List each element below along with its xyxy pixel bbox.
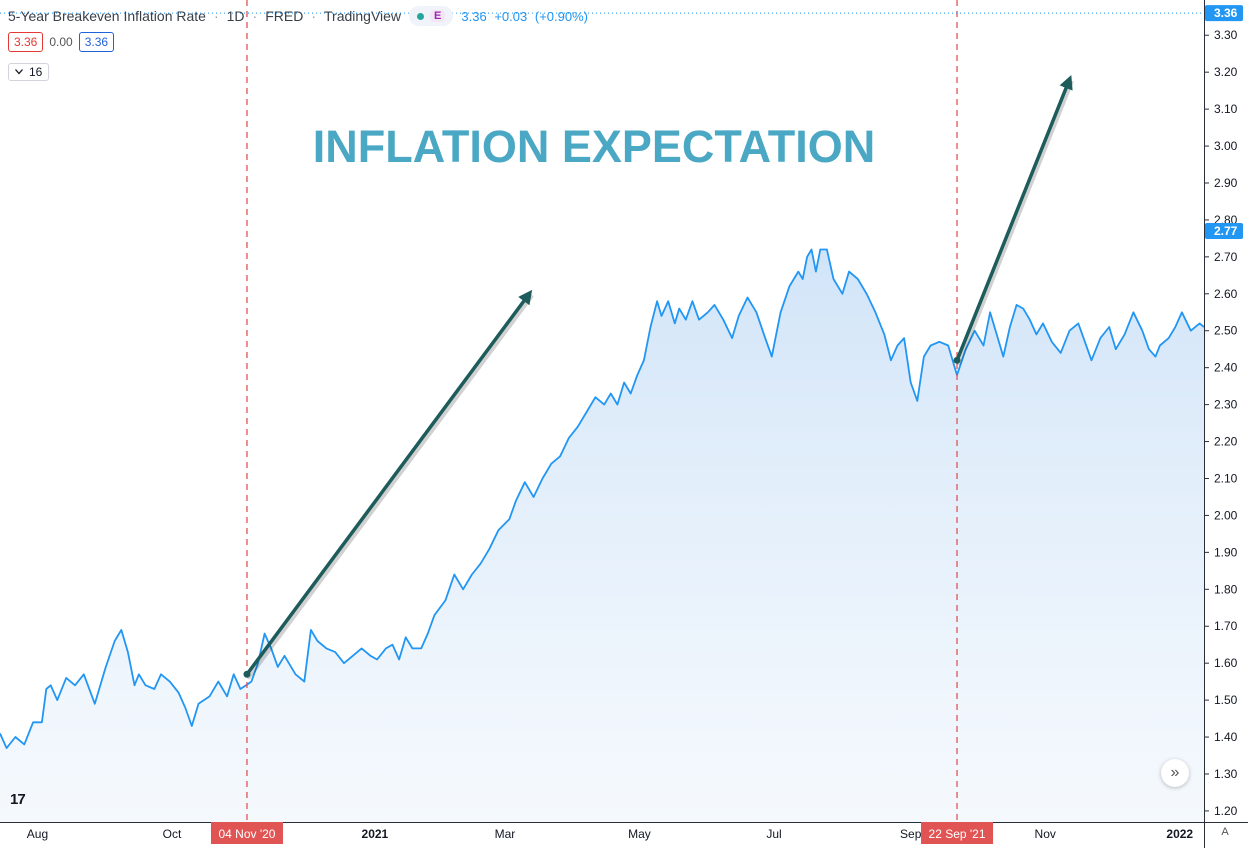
x-tick-label: Mar [495,827,516,841]
interval-label[interactable]: 1D [226,8,245,24]
x-tick-label: Oct [163,827,182,841]
price-change-pct: (+0.90%) [534,8,588,24]
x-tick-label: Sep [900,827,922,841]
y-tick-label: 3.00 [1214,139,1238,153]
y-tick-label: 1.30 [1214,767,1238,781]
y-tick-label: 1.20 [1214,804,1238,818]
y-tick-label: 1.70 [1214,619,1238,633]
trend-arrow[interactable] [245,289,533,677]
quote-values: 3.36 +0.03 (+0.90%) [461,9,592,24]
date-marker-label: 04 Nov '20 [218,827,275,841]
indicator-count: 16 [29,65,43,79]
logo-text: 17 [10,791,26,808]
date-marker-label-bg [210,822,283,844]
y-tick-label: 2.50 [1214,324,1238,338]
price-label: 2.77 [1214,224,1238,238]
trend-arrow-start [243,670,251,678]
series-line[interactable] [0,248,1205,749]
y-tick-label: 2.20 [1214,435,1238,449]
y-tick-label: 2.90 [1214,176,1238,190]
indicator-toggle[interactable]: 16 [8,63,50,81]
trend-arrow-start [953,356,961,364]
y-tick-label: 2.70 [1214,250,1238,264]
date-marker-label-bg [921,822,994,844]
y-tick-label: 2.00 [1214,508,1238,522]
status-pill[interactable]: E [409,6,454,26]
source-label: FRED [265,8,304,24]
series-area [0,249,1204,822]
tradingview-logo-icon[interactable]: 17 [10,791,26,808]
chart-header: 5-Year Breakeven Inflation Rate · 1D · F… [8,6,592,26]
auto-scale-label: A [1221,826,1229,838]
x-tick-label: 2022 [1166,827,1193,841]
y-tick-label: 1.90 [1214,545,1238,559]
price-change: +0.03 [494,8,528,24]
platform-label: TradingView [324,8,402,24]
last-price: 3.36 [461,8,487,24]
chart-annotation: INFLATION EXPECTATION [313,121,875,172]
y-tick-label: 1.60 [1214,656,1238,670]
y-tick-label: 1.80 [1214,582,1238,596]
auto-scale-button[interactable]: A [1218,824,1232,840]
scroll-to-realtime-button[interactable]: » [1161,759,1189,787]
symbol-title[interactable]: 5-Year Breakeven Inflation Rate [8,8,206,24]
y-tick-label: 2.10 [1214,471,1238,485]
chevron-down-icon [15,69,23,75]
time-axis[interactable] [0,822,1204,848]
x-tick-label: May [628,827,651,841]
price-label: 3.36 [1214,6,1238,20]
x-tick-label: 2021 [362,827,389,841]
x-tick-label: Nov [1035,827,1056,841]
y-tick-label: 2.30 [1214,398,1238,412]
price-label-bg [1205,223,1243,240]
price-axis[interactable] [1204,0,1248,848]
date-marker-label: 22 Sep '21 [929,827,986,841]
double-chevron-right-icon: » [1170,764,1180,781]
y-tick-label: 3.10 [1214,102,1238,116]
event-badge[interactable]: E [430,10,446,22]
x-tick-label: Aug [27,827,48,841]
value-box-blue[interactable]: 3.36 [78,32,115,52]
y-tick-label: 1.40 [1214,730,1238,744]
y-tick-label: 3.30 [1214,28,1238,42]
price-label-bg [1205,5,1243,22]
x-tick-label: Jul [766,827,781,841]
trend-arrow-shadow [246,294,534,680]
y-tick-label: 2.40 [1214,361,1238,375]
trend-arrow-shadow [957,80,1074,366]
value-box-red[interactable]: 3.36 [8,32,44,52]
market-status-dot-icon [417,12,425,20]
y-tick-label: 3.20 [1214,65,1238,79]
indicator-values: 3.36 0.00 3.36 [8,32,115,52]
y-tick-label: 2.60 [1214,287,1238,301]
trend-arrow[interactable] [955,75,1073,363]
y-tick-label: 1.50 [1214,693,1238,707]
value-mid: 0.00 [49,35,73,49]
